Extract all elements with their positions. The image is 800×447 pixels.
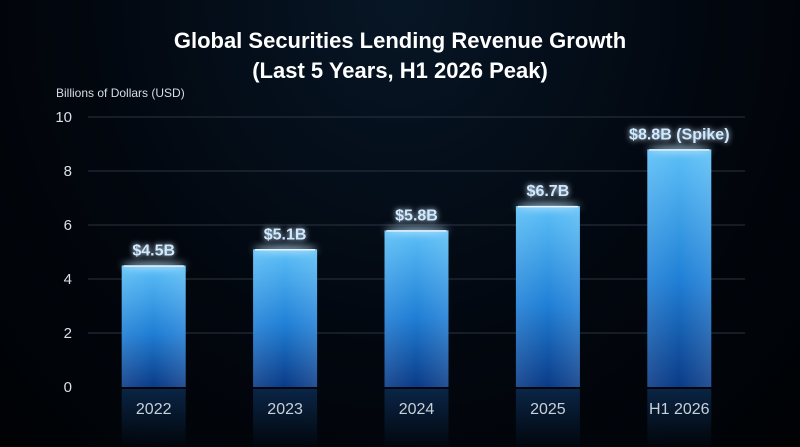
bars	[121, 146, 712, 387]
x-tick-label: 2023	[267, 401, 303, 418]
bar-sheen	[121, 265, 186, 387]
bar-reflection	[647, 389, 712, 447]
y-tick-label: 6	[64, 217, 72, 234]
bar-sheen	[253, 249, 318, 387]
bar-reflection	[384, 389, 449, 447]
x-tick-label: 2025	[530, 401, 566, 418]
bar-sheen	[515, 206, 580, 387]
labels: 0 2 4 6 8 10 $4.5B 2022 $5.1B 2023 $5.8B 2024 $6.7B 2…	[55, 109, 729, 418]
y-tick-label: 2	[64, 325, 72, 342]
bar-reflection	[121, 389, 186, 447]
chart-title-line-2: (Last 5 Years, H1 2026 Peak)	[252, 58, 548, 83]
bar-reflections	[121, 389, 712, 447]
bar-sheen	[384, 230, 449, 387]
y-axis-title: Billions of Dollars (USD)	[56, 86, 185, 100]
data-label: $5.1B	[264, 226, 307, 243]
data-label: $8.8B (Spike)	[629, 126, 729, 143]
x-tick-label: 2022	[136, 401, 172, 418]
bar-reflection	[515, 389, 580, 447]
bar-sheen	[647, 149, 712, 387]
grid-lines	[88, 116, 745, 334]
y-tick-label: 0	[64, 379, 72, 396]
x-tick-label: H1 2026	[649, 401, 710, 418]
axes	[87, 117, 745, 388]
bar-reflection	[253, 389, 318, 447]
data-label: $4.5B	[132, 243, 175, 260]
y-tick-label: 10	[55, 109, 72, 126]
data-label: $6.7B	[527, 183, 570, 200]
data-label: $5.8B	[395, 207, 438, 224]
chart-title: Global Securities Lending Revenue Growth…	[0, 26, 800, 86]
x-tick-label: 2024	[399, 401, 435, 418]
chart-title-line-1: Global Securities Lending Revenue Growth	[173, 28, 627, 53]
y-tick-label: 4	[64, 271, 72, 288]
y-tick-label: 8	[64, 163, 72, 180]
